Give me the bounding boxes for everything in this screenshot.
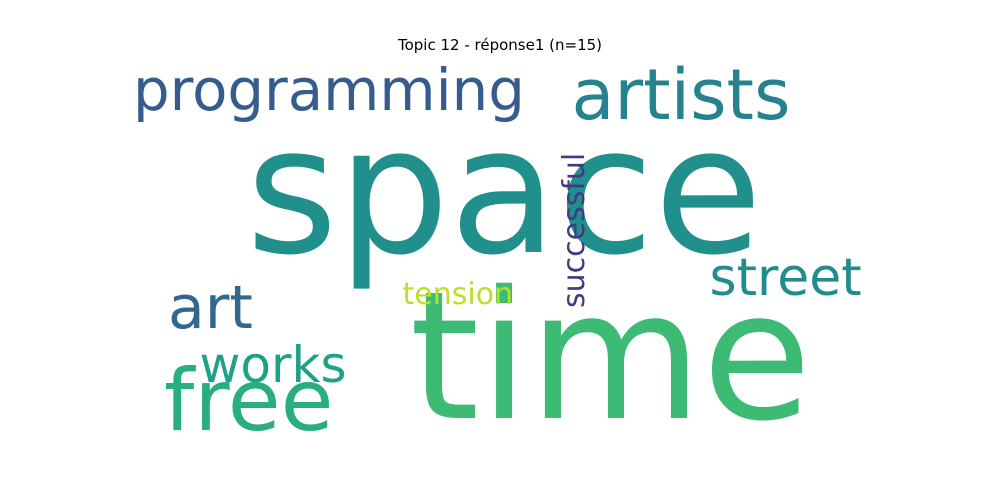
word-art: art — [168, 273, 253, 343]
word-free: free — [164, 351, 334, 438]
wordcloud-canvas: space time artists programming free street art… — [125, 63, 875, 438]
word-tension: tension — [402, 277, 514, 312]
word-street: street — [709, 248, 862, 308]
word-successful: successful — [557, 152, 592, 308]
word-works: works — [199, 336, 347, 394]
chart-title: Topic 12 - réponse1 (n=15) — [397, 36, 603, 54]
word-programming: programming — [133, 63, 525, 124]
word-time: time — [409, 253, 812, 439]
word-space: space — [246, 89, 763, 294]
word-artists: artists — [571, 63, 791, 136]
